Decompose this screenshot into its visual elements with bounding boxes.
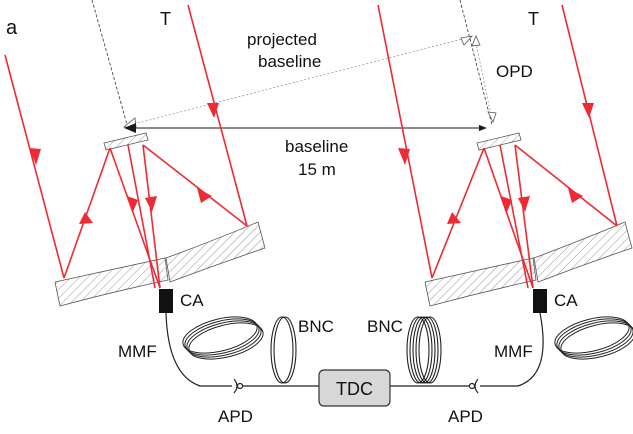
right-secondary-mirror: [476, 132, 522, 151]
left-telescope: [4, 4, 266, 307]
left-beam-arrow-2: [79, 212, 93, 224]
left-beam-arrow-1: [29, 148, 41, 165]
right-apd: [468, 378, 479, 394]
left-beam-incoming-1: [4, 54, 65, 279]
left-beam-axis: [127, 144, 156, 289]
mmf-left-label: MMF: [118, 342, 157, 361]
left-optical-axis: [91, 0, 129, 129]
right-beam-reflect-2: [514, 144, 618, 227]
tdc-box: [318, 369, 391, 407]
left-beam-arrow-6: [197, 188, 212, 203]
baseline-arrow-left-head: [124, 123, 136, 133]
mmf-right-label: MMF: [494, 342, 533, 361]
projected-baseline-label-1: projected: [247, 30, 317, 49]
left-beam-arrow-4: [145, 196, 157, 212]
apd-right-label: APD: [448, 407, 483, 426]
tdc-label: TDC: [336, 379, 373, 399]
right-beam-arrow-6: [568, 188, 583, 203]
panel-label: a: [6, 17, 18, 39]
right-primary-mirror-left: [424, 257, 537, 307]
right-collimator: [533, 289, 547, 313]
right-beam-arrow-4: [518, 196, 530, 212]
right-mmf-coil: [554, 316, 633, 360]
left-primary-mirror-right: [165, 221, 266, 283]
left-beam-to-fiber-1: [109, 147, 161, 289]
telescope-right-label: T: [528, 9, 539, 29]
right-beam-incoming-1: [377, 4, 433, 279]
right-beam-to-fiber-1: [483, 147, 534, 289]
bnc-right-label: BNC: [367, 317, 403, 336]
left-beam-arrow-5: [207, 103, 219, 118]
left-apd: [233, 378, 244, 394]
right-fiber: [480, 312, 544, 387]
opd-arrow-bottom: [487, 111, 497, 124]
left-mmf-coil: [182, 316, 264, 360]
projected-baseline-label-2: baseline: [258, 52, 321, 71]
right-beam-reflect-1: [431, 147, 485, 279]
left-beam-arrow-3: [127, 196, 138, 212]
right-beam-axis: [499, 144, 529, 289]
opd-label: OPD: [496, 62, 533, 81]
right-primary-mirror-right: [533, 221, 633, 283]
right-beam-arrow-2: [447, 212, 461, 224]
guide-lines: [91, 0, 493, 129]
baseline-label-2: 15 m: [298, 160, 336, 179]
baseline-label-1: baseline: [285, 137, 348, 156]
right-beam-arrow-5: [582, 103, 594, 118]
left-bnc-coil: [270, 316, 297, 384]
apd-left-label: APD: [218, 407, 253, 426]
right-bnc-coil: [406, 316, 442, 384]
projected-baseline-line: [129, 36, 471, 126]
right-beam-arrow-3: [501, 196, 512, 212]
bnc-left-label: BNC: [298, 317, 334, 336]
opd-line: [474, 37, 493, 121]
right-telescope: [377, 4, 633, 307]
left-beam-to-fiber-2: [142, 144, 161, 289]
right-beam-to-fiber-2: [514, 144, 534, 289]
left-secondary-mirror: [103, 132, 149, 151]
opd-arrow-top: [471, 34, 481, 47]
left-collimator: [159, 289, 173, 313]
ca-left-label: CA: [180, 291, 204, 310]
left-beam-reflect-1: [63, 147, 111, 279]
left-beam-incoming-2: [187, 4, 248, 227]
ca-right-label: CA: [554, 291, 578, 310]
telescope-left-label: T: [160, 9, 171, 29]
left-fiber: [165, 312, 232, 387]
left-primary-mirror-left: [54, 257, 169, 307]
left-beam-reflect-2: [142, 144, 248, 227]
right-optical-axis: [459, 0, 493, 126]
right-beam-arrow-1: [398, 148, 410, 165]
projected-baseline-arrow-right: [460, 35, 474, 46]
